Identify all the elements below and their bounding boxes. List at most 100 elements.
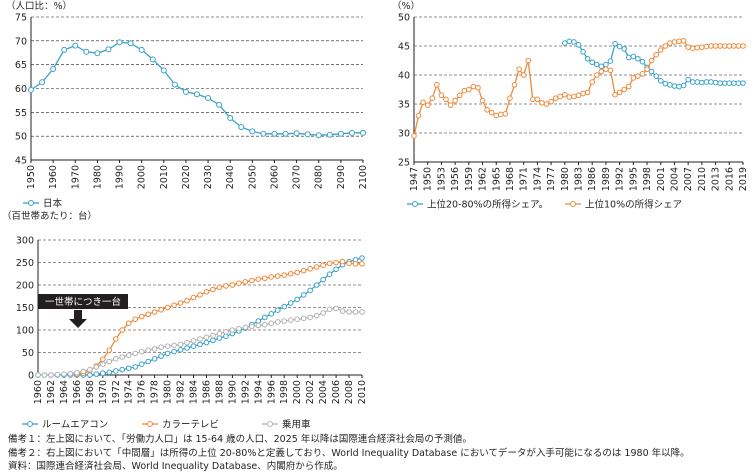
data-point	[197, 336, 203, 342]
data-point	[35, 372, 41, 378]
data-point	[740, 43, 746, 49]
data-point	[287, 317, 294, 323]
data-point	[680, 37, 687, 44]
data-point	[603, 61, 609, 68]
data-point	[589, 79, 596, 85]
y-tick-label: 55	[15, 108, 27, 119]
data-point	[726, 80, 733, 86]
data-point	[443, 96, 449, 103]
data-point	[561, 40, 568, 46]
data-point	[580, 49, 586, 55]
data-point	[635, 55, 641, 62]
x-tick-label: 2040	[225, 165, 236, 189]
data-point	[287, 270, 294, 277]
y-tick-label: 70	[15, 36, 27, 47]
data-point	[726, 43, 733, 49]
data-point	[268, 320, 275, 327]
data-point	[717, 43, 723, 49]
data-point	[346, 309, 352, 315]
y-tick-label: 200	[16, 281, 34, 292]
legend-swatch-marker	[570, 201, 576, 207]
data-point	[138, 46, 145, 53]
data-point	[657, 78, 664, 84]
note-2: 備考２：右上図において「中間層」は所得の上位 20-80%と定義しており、Wor…	[8, 447, 690, 459]
data-point	[138, 348, 145, 355]
data-point	[294, 269, 301, 276]
y-tick-label: 60	[15, 84, 27, 95]
data-point	[203, 288, 210, 295]
data-point	[119, 366, 126, 373]
y-tick-label: 65	[15, 60, 27, 71]
data-point	[320, 310, 326, 316]
x-tick-label: 1968	[85, 380, 96, 404]
data-point	[420, 99, 426, 106]
data-point	[171, 342, 177, 349]
data-point	[158, 306, 164, 313]
data-point	[138, 313, 145, 320]
data-point	[566, 94, 573, 100]
data-point	[48, 372, 54, 378]
data-point	[612, 40, 618, 47]
data-point	[575, 92, 582, 99]
data-point	[106, 358, 113, 365]
data-point	[160, 67, 167, 74]
data-point	[313, 282, 320, 288]
data-point	[262, 321, 268, 328]
data-point	[262, 314, 268, 321]
data-point	[320, 276, 326, 283]
data-point	[566, 38, 573, 45]
data-point	[580, 90, 586, 97]
data-point	[607, 67, 614, 74]
x-tick-label: 1984	[189, 380, 200, 404]
data-point	[411, 133, 417, 139]
data-point	[438, 92, 445, 99]
data-point	[39, 79, 46, 86]
data-point	[571, 93, 577, 100]
data-point	[516, 66, 522, 72]
data-point	[112, 368, 119, 374]
data-point	[151, 309, 158, 315]
data-point	[520, 72, 527, 78]
y-tick-label: 45	[398, 42, 410, 53]
data-point	[557, 93, 564, 100]
footnotes: 備考１：左上図において、「労働力人口」は 15-64 歳の人口、2025 年以降…	[8, 433, 748, 474]
data-point	[667, 82, 673, 88]
data-point	[488, 109, 495, 116]
x-tick-label: 1988	[214, 380, 225, 404]
unit-label: （%）	[392, 0, 420, 12]
data-point	[138, 361, 145, 367]
data-point	[694, 79, 701, 85]
data-point	[61, 46, 68, 53]
data-point	[689, 45, 696, 52]
data-point	[41, 372, 48, 378]
x-tick-label: 2020	[181, 165, 192, 189]
data-point	[598, 63, 605, 70]
data-point	[50, 65, 57, 72]
x-tick-label: 2050	[247, 165, 258, 189]
x-tick-label: 2080	[314, 165, 325, 189]
data-point	[415, 112, 422, 119]
data-point	[307, 266, 313, 272]
x-tick-label: 2013	[711, 167, 722, 191]
data-point	[249, 128, 256, 135]
data-point	[249, 277, 255, 284]
x-tick-label: 1976	[137, 380, 148, 404]
data-point	[216, 330, 223, 337]
note-1: 備考１：左上図において、「労働力人口」は 15-64 歳の人口、2025 年以降…	[8, 434, 472, 445]
data-point	[182, 88, 189, 95]
x-tick-label: 1995	[628, 167, 639, 191]
x-tick-label: 1986	[587, 167, 598, 191]
x-tick-label: 1998	[642, 167, 653, 191]
data-point	[255, 318, 262, 324]
data-point	[685, 76, 691, 83]
data-point	[593, 72, 600, 78]
data-point	[731, 43, 737, 49]
y-tick-label: 150	[16, 303, 34, 314]
legend-swatch-marker	[28, 200, 34, 206]
data-point	[429, 95, 436, 101]
x-tick-label: 1950	[26, 165, 37, 189]
data-point	[648, 57, 655, 64]
data-point	[260, 130, 267, 137]
data-point	[151, 346, 158, 352]
x-tick-label: 2010	[357, 380, 368, 404]
